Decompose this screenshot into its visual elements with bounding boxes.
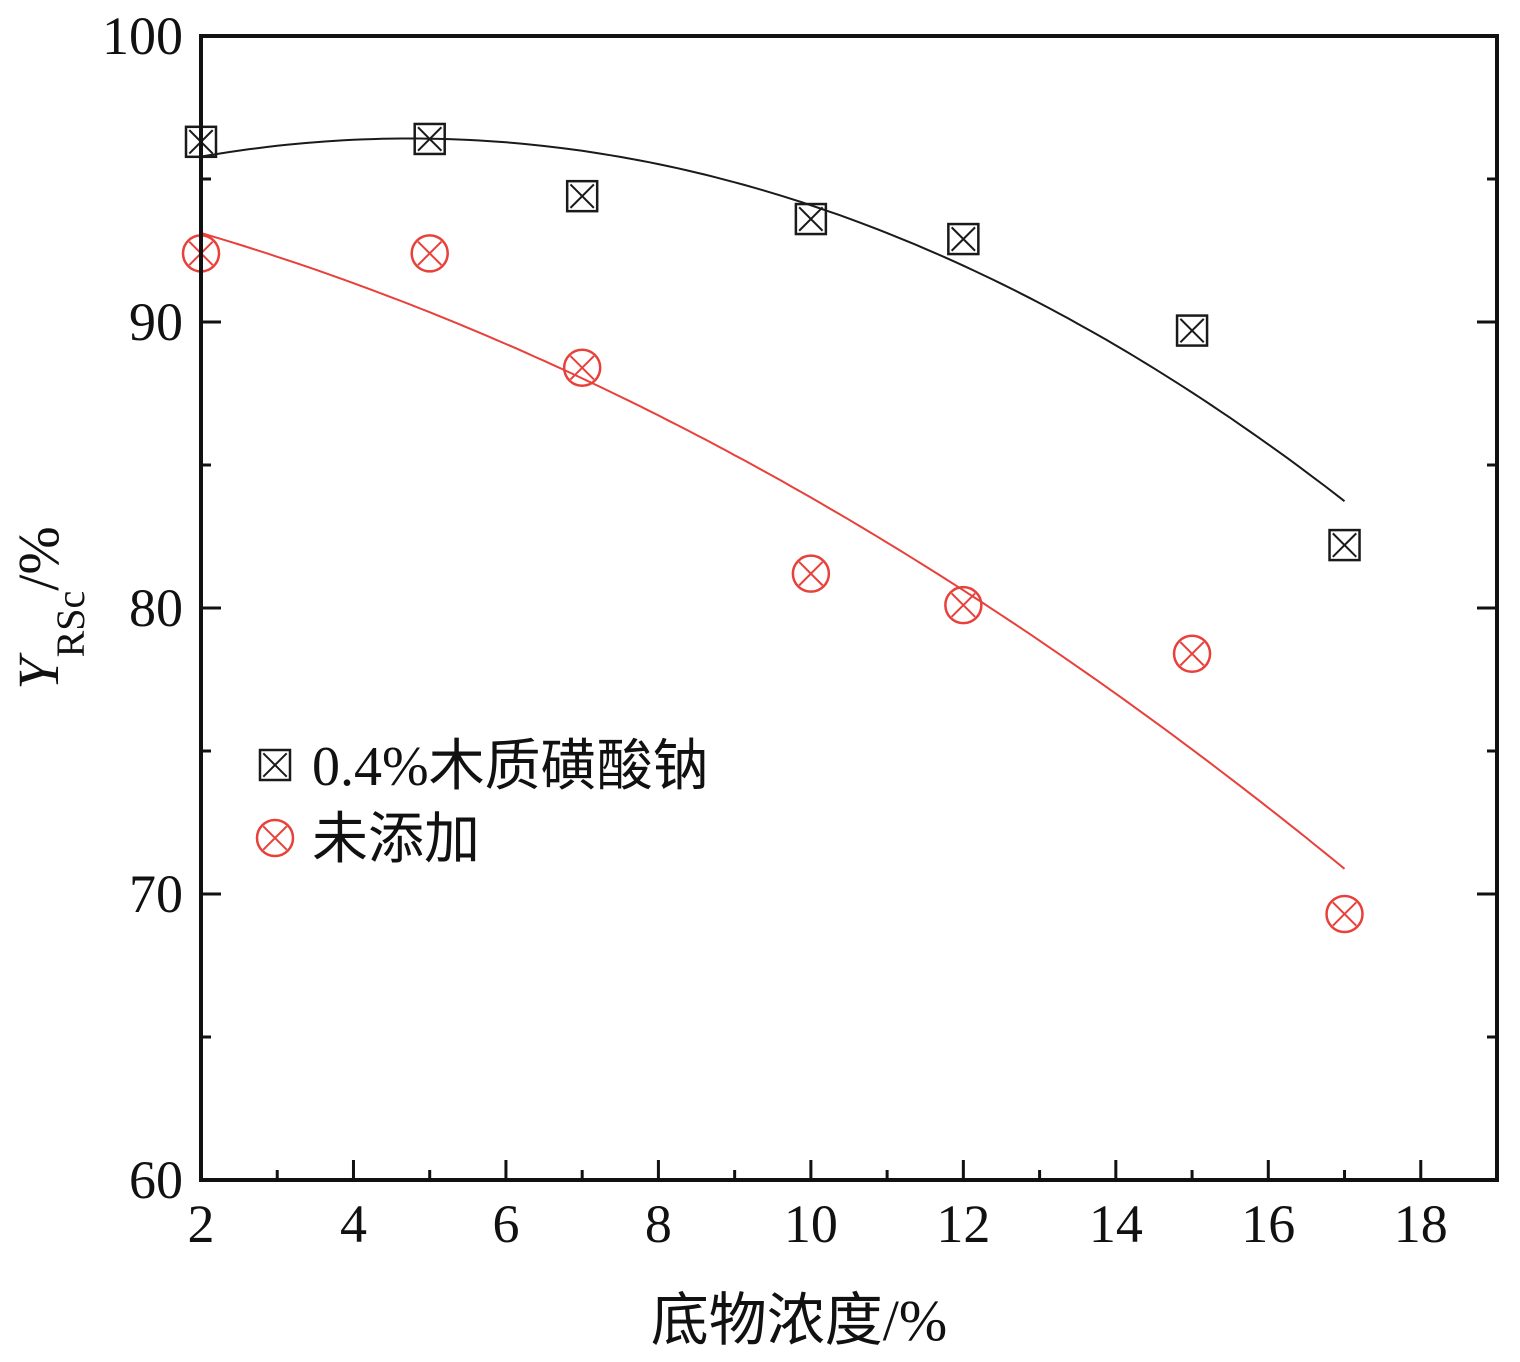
marker-box bbox=[258, 748, 292, 782]
marker-box bbox=[565, 179, 599, 213]
data-point bbox=[794, 202, 828, 236]
data-point bbox=[1328, 528, 1361, 562]
x-tick-label: 6 bbox=[492, 1194, 519, 1254]
x-tick-label: 4 bbox=[340, 1194, 367, 1254]
y-tick-label: 60 bbox=[129, 1150, 183, 1210]
legend-label-1: 未添加 bbox=[312, 809, 480, 871]
marker-cross-b bbox=[950, 592, 976, 618]
marker-cross-b bbox=[1332, 532, 1357, 558]
data-point bbox=[944, 585, 983, 625]
marker-box bbox=[1175, 314, 1209, 347]
axes: 2 4 6 8 10 12 14 16 18 60 70 80 90 100 底物浓度/% YRSc/% bbox=[6, 6, 1499, 1353]
y-tick-label: 70 bbox=[129, 864, 183, 924]
fit-lines bbox=[200, 137, 1346, 870]
data-points bbox=[181, 122, 1364, 934]
marker-cross-b bbox=[569, 355, 595, 381]
marker-cross-b bbox=[798, 561, 824, 587]
data-point bbox=[947, 222, 980, 256]
plot-frame bbox=[199, 34, 1499, 1182]
marker-box bbox=[413, 122, 446, 156]
x-axis-title: 底物浓度/% bbox=[651, 1288, 947, 1353]
x-tick-label: 8 bbox=[645, 1194, 672, 1254]
y-tick-label: 80 bbox=[129, 578, 183, 638]
data-point bbox=[1175, 314, 1209, 347]
data-point bbox=[1172, 634, 1212, 674]
legend-label-0: 0.4%木质磺酸钠 bbox=[312, 736, 709, 798]
marker-cross-b bbox=[417, 240, 443, 266]
x-tick-label: 14 bbox=[1089, 1194, 1143, 1254]
legend-item-1: 未添加 bbox=[255, 809, 480, 871]
marker-cross-b bbox=[950, 226, 976, 252]
fit-line-series-1 bbox=[200, 232, 1346, 870]
x-tick-label: 2 bbox=[188, 1194, 215, 1254]
y-axis-symbol: Y bbox=[6, 652, 71, 690]
data-point bbox=[410, 234, 449, 273]
y-axis-title: YRSc/% bbox=[6, 526, 93, 689]
marker-cross-b bbox=[1179, 641, 1205, 667]
marker-cross-b bbox=[798, 206, 824, 232]
series-0-points bbox=[184, 122, 1361, 562]
marker-cross-b bbox=[262, 825, 288, 851]
y-axis-unit: /% bbox=[6, 526, 71, 590]
marker-cross-b bbox=[417, 126, 443, 152]
y-tick-label: 100 bbox=[102, 6, 183, 66]
legend-item-0: 0.4%木质磺酸钠 bbox=[258, 736, 709, 798]
y-tick-label: 90 bbox=[129, 292, 183, 352]
marker-circle bbox=[1172, 634, 1212, 674]
marker-cross-b bbox=[1179, 318, 1205, 343]
marker-box bbox=[947, 222, 980, 256]
data-point bbox=[791, 554, 831, 593]
data-point bbox=[562, 348, 602, 388]
fit-line-series-0 bbox=[200, 137, 1346, 502]
marker-cross-b bbox=[1332, 901, 1357, 927]
marker-circle bbox=[944, 585, 983, 625]
data-point bbox=[413, 122, 446, 156]
marker-circle bbox=[1325, 894, 1364, 934]
marker-cross-b bbox=[569, 183, 595, 209]
data-point bbox=[1325, 894, 1364, 934]
x-tick-label: 18 bbox=[1394, 1194, 1448, 1254]
x-tick-label: 10 bbox=[784, 1194, 838, 1254]
marker-circle bbox=[562, 348, 602, 388]
marker-box bbox=[794, 202, 828, 236]
y-axis-subscript: RSc bbox=[48, 591, 93, 658]
x-tick-label: 12 bbox=[936, 1194, 990, 1254]
marker-box bbox=[1328, 528, 1361, 562]
marker-circle bbox=[255, 818, 295, 858]
marker-circle bbox=[410, 234, 449, 273]
marker-circle bbox=[791, 554, 831, 593]
x-tick-label: 16 bbox=[1241, 1194, 1295, 1254]
marker-cross-b bbox=[262, 752, 288, 778]
data-point bbox=[565, 179, 599, 213]
